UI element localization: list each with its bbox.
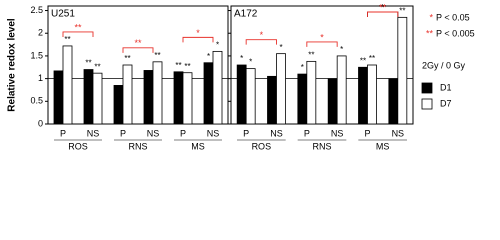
significance-bracket bbox=[62, 31, 94, 37]
y-tick-label: 1.5 bbox=[30, 50, 43, 60]
bracket-label: ** bbox=[74, 22, 82, 32]
bar bbox=[212, 50, 223, 125]
bar bbox=[358, 66, 368, 125]
x-tick-label: NS bbox=[147, 128, 160, 138]
significance-star: * bbox=[279, 43, 282, 52]
significance-text: P < 0.05 bbox=[436, 12, 470, 22]
bracket-label: * bbox=[320, 32, 324, 42]
x-tick-label: NS bbox=[392, 128, 405, 138]
legend-label: D1 bbox=[440, 82, 452, 92]
significance-star: ** bbox=[154, 51, 160, 60]
bar bbox=[388, 78, 399, 125]
bar bbox=[276, 53, 286, 125]
x-tick-label: P bbox=[180, 128, 186, 138]
significance-star: ** bbox=[184, 62, 190, 71]
significance-symbol: ** bbox=[426, 28, 434, 38]
bracket-label: ** bbox=[379, 2, 387, 12]
significance-bracket bbox=[367, 11, 399, 17]
significance-star: ** bbox=[399, 6, 405, 15]
bar bbox=[122, 64, 133, 125]
significance-star: * bbox=[249, 58, 252, 67]
legend-title: 2Gy / 0 Gy bbox=[422, 60, 466, 70]
significance-star: ** bbox=[124, 54, 130, 63]
bar bbox=[397, 16, 408, 125]
x-tick-label: NS bbox=[331, 128, 344, 138]
x-tick-label: NS bbox=[270, 128, 283, 138]
panel-title: U251 bbox=[51, 9, 75, 20]
significance-star: * bbox=[340, 45, 343, 54]
bracket-label: ** bbox=[134, 38, 142, 48]
plot-frame bbox=[230, 5, 414, 125]
legend-swatch bbox=[421, 82, 433, 94]
significance-text: P < 0.005 bbox=[436, 28, 475, 38]
y-tick-label: 1 bbox=[38, 73, 43, 83]
bar bbox=[306, 60, 317, 125]
significance-star: * bbox=[216, 40, 219, 49]
y-axis-label: Relative redox level bbox=[7, 18, 18, 112]
bar bbox=[113, 85, 124, 125]
x-tick-label: P bbox=[60, 128, 66, 138]
x-tick-label: P bbox=[364, 128, 370, 138]
bracket-label: * bbox=[381, 2, 385, 12]
significance-star: ** bbox=[64, 35, 70, 44]
x-tick-label: P bbox=[304, 128, 310, 138]
bar bbox=[152, 61, 163, 125]
y-tick-label: 0 bbox=[38, 118, 43, 128]
significance-star: ** bbox=[360, 56, 366, 65]
bar bbox=[53, 70, 64, 125]
bar bbox=[327, 78, 338, 125]
bar bbox=[245, 68, 256, 125]
bar bbox=[203, 62, 214, 125]
significance-star: * bbox=[240, 54, 243, 63]
group-label: MS bbox=[191, 141, 205, 151]
significance-bracket bbox=[306, 41, 338, 47]
significance-star: ** bbox=[175, 61, 181, 70]
significance-bracket bbox=[367, 11, 399, 17]
bar bbox=[336, 55, 347, 125]
chart: Relative redox level U25100.511.522.5P**… bbox=[7, 2, 475, 151]
group-label: RNS bbox=[128, 141, 147, 151]
legend-swatch bbox=[421, 98, 433, 110]
significance-bracket bbox=[122, 47, 154, 53]
legend-label: D7 bbox=[440, 98, 452, 108]
significance-star: * bbox=[207, 52, 210, 61]
bar bbox=[83, 69, 94, 125]
bar bbox=[182, 72, 193, 125]
bar bbox=[267, 75, 277, 125]
bar bbox=[367, 64, 377, 125]
bracket-label: * bbox=[196, 28, 200, 38]
y-tick-label: 2.5 bbox=[30, 5, 43, 15]
panel-title: A172 bbox=[234, 9, 258, 20]
x-tick-label: P bbox=[243, 128, 249, 138]
bar bbox=[236, 64, 247, 125]
significance-star: ** bbox=[85, 59, 91, 68]
bracket-label: * bbox=[260, 30, 264, 40]
significance-bracket bbox=[245, 39, 277, 45]
x-tick-label: NS bbox=[87, 128, 100, 138]
bar bbox=[92, 72, 103, 125]
significance-star: ** bbox=[369, 54, 375, 63]
plot-frame bbox=[47, 5, 229, 125]
y-tick-label: 0.5 bbox=[30, 96, 43, 106]
significance-bracket bbox=[182, 36, 214, 43]
significance-star: * bbox=[301, 63, 304, 72]
significance-star: ** bbox=[308, 50, 314, 59]
bar bbox=[173, 71, 184, 125]
significance-star: ** bbox=[94, 62, 100, 71]
group-label: RNS bbox=[312, 141, 331, 151]
y-tick-label: 2 bbox=[38, 28, 43, 38]
significance-symbol: * bbox=[429, 12, 433, 22]
bar bbox=[62, 45, 73, 125]
group-label: MS bbox=[376, 141, 390, 151]
group-label: ROS bbox=[68, 141, 88, 151]
bar bbox=[297, 73, 308, 125]
x-tick-label: NS bbox=[207, 128, 220, 138]
bar bbox=[143, 70, 154, 125]
x-tick-label: P bbox=[120, 128, 126, 138]
group-label: ROS bbox=[252, 141, 272, 151]
